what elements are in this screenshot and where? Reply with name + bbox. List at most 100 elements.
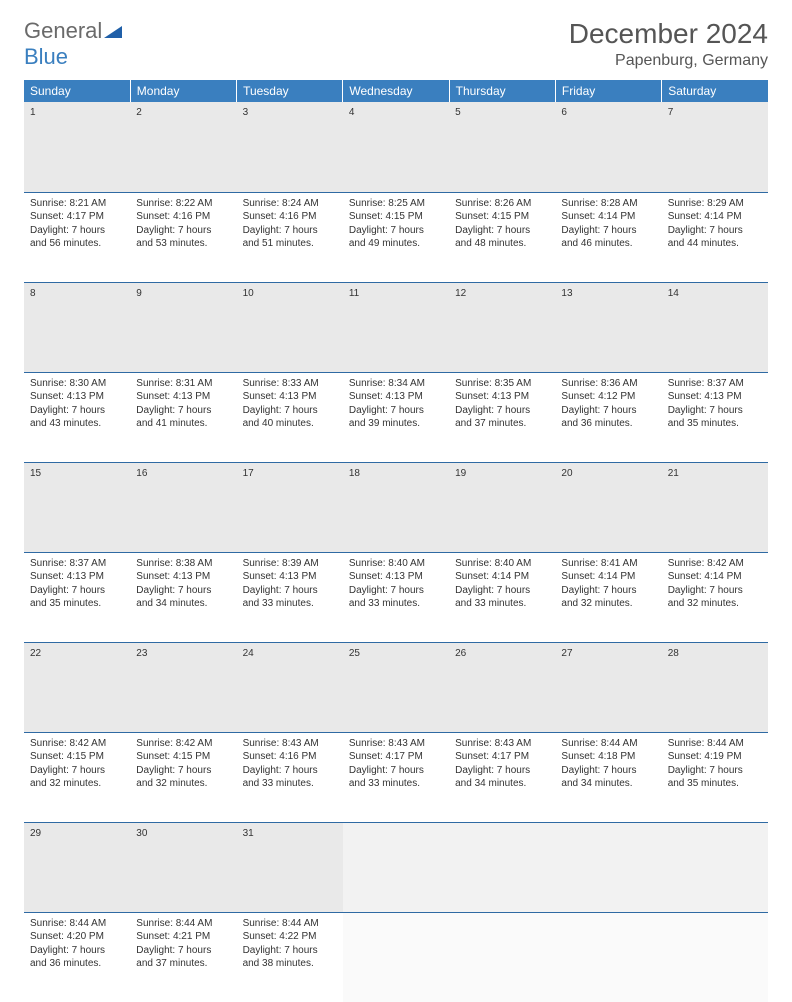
day-sunset: Sunset: 4:13 PM xyxy=(349,390,443,404)
day-content-cell: Sunrise: 8:38 AMSunset: 4:13 PMDaylight:… xyxy=(130,552,236,642)
day-content-cell: Sunrise: 8:39 AMSunset: 4:13 PMDaylight:… xyxy=(237,552,343,642)
day-number-cell: 11 xyxy=(343,282,449,372)
day-content-row: Sunrise: 8:21 AMSunset: 4:17 PMDaylight:… xyxy=(24,192,768,282)
day-daylight2: and 35 minutes. xyxy=(668,417,762,431)
day-daylight1: Daylight: 7 hours xyxy=(136,404,230,418)
day-number-cell: 1 xyxy=(24,102,130,192)
day-sunrise: Sunrise: 8:25 AM xyxy=(349,197,443,211)
day-header: Sunday xyxy=(24,80,130,102)
day-content-cell: Sunrise: 8:44 AMSunset: 4:22 PMDaylight:… xyxy=(237,912,343,1002)
day-daylight1: Daylight: 7 hours xyxy=(30,944,124,958)
day-sunset: Sunset: 4:15 PM xyxy=(30,750,124,764)
day-daylight2: and 48 minutes. xyxy=(455,237,549,251)
day-header-row: SundayMondayTuesdayWednesdayThursdayFrid… xyxy=(24,80,768,102)
day-daylight2: and 38 minutes. xyxy=(243,957,337,971)
day-number-cell: 19 xyxy=(449,462,555,552)
day-content-cell: Sunrise: 8:33 AMSunset: 4:13 PMDaylight:… xyxy=(237,372,343,462)
day-daylight2: and 40 minutes. xyxy=(243,417,337,431)
day-sunrise: Sunrise: 8:38 AM xyxy=(136,557,230,571)
day-sunrise: Sunrise: 8:41 AM xyxy=(561,557,655,571)
day-header: Friday xyxy=(555,80,661,102)
day-sunset: Sunset: 4:14 PM xyxy=(561,570,655,584)
day-daylight1: Daylight: 7 hours xyxy=(136,944,230,958)
day-number-row: 293031 xyxy=(24,822,768,912)
day-sunset: Sunset: 4:12 PM xyxy=(561,390,655,404)
day-daylight1: Daylight: 7 hours xyxy=(243,764,337,778)
day-daylight1: Daylight: 7 hours xyxy=(30,764,124,778)
day-content-cell: Sunrise: 8:44 AMSunset: 4:21 PMDaylight:… xyxy=(130,912,236,1002)
day-sunset: Sunset: 4:17 PM xyxy=(349,750,443,764)
day-sunset: Sunset: 4:13 PM xyxy=(243,570,337,584)
day-number-cell: 30 xyxy=(130,822,236,912)
day-daylight2: and 32 minutes. xyxy=(136,777,230,791)
day-sunrise: Sunrise: 8:21 AM xyxy=(30,197,124,211)
day-number-cell: 21 xyxy=(662,462,768,552)
day-number-row: 22232425262728 xyxy=(24,642,768,732)
title-block: December 2024 Papenburg, Germany xyxy=(569,18,768,70)
day-daylight2: and 32 minutes. xyxy=(561,597,655,611)
day-daylight2: and 32 minutes. xyxy=(30,777,124,791)
day-sunrise: Sunrise: 8:37 AM xyxy=(668,377,762,391)
day-sunrise: Sunrise: 8:37 AM xyxy=(30,557,124,571)
day-content-row: Sunrise: 8:30 AMSunset: 4:13 PMDaylight:… xyxy=(24,372,768,462)
day-sunrise: Sunrise: 8:33 AM xyxy=(243,377,337,391)
day-daylight2: and 56 minutes. xyxy=(30,237,124,251)
day-header: Monday xyxy=(130,80,236,102)
day-sunset: Sunset: 4:17 PM xyxy=(455,750,549,764)
day-daylight2: and 33 minutes. xyxy=(243,597,337,611)
day-content-cell: Sunrise: 8:31 AMSunset: 4:13 PMDaylight:… xyxy=(130,372,236,462)
day-number-cell: 3 xyxy=(237,102,343,192)
day-number-cell: 10 xyxy=(237,282,343,372)
day-header: Saturday xyxy=(662,80,768,102)
day-number-cell: 15 xyxy=(24,462,130,552)
day-number-cell: 20 xyxy=(555,462,661,552)
calendar-table: SundayMondayTuesdayWednesdayThursdayFrid… xyxy=(24,80,768,1002)
day-daylight2: and 35 minutes. xyxy=(30,597,124,611)
day-sunrise: Sunrise: 8:44 AM xyxy=(136,917,230,931)
day-sunrise: Sunrise: 8:42 AM xyxy=(136,737,230,751)
day-sunset: Sunset: 4:21 PM xyxy=(136,930,230,944)
day-content-cell: Sunrise: 8:28 AMSunset: 4:14 PMDaylight:… xyxy=(555,192,661,282)
day-sunset: Sunset: 4:13 PM xyxy=(136,570,230,584)
day-daylight2: and 34 minutes. xyxy=(561,777,655,791)
day-content-cell: Sunrise: 8:42 AMSunset: 4:15 PMDaylight:… xyxy=(24,732,130,822)
day-sunrise: Sunrise: 8:31 AM xyxy=(136,377,230,391)
day-sunset: Sunset: 4:15 PM xyxy=(455,210,549,224)
day-sunset: Sunset: 4:18 PM xyxy=(561,750,655,764)
day-sunrise: Sunrise: 8:30 AM xyxy=(30,377,124,391)
day-content-cell: Sunrise: 8:43 AMSunset: 4:17 PMDaylight:… xyxy=(449,732,555,822)
day-number-cell: 9 xyxy=(130,282,236,372)
day-number-row: 891011121314 xyxy=(24,282,768,372)
day-daylight1: Daylight: 7 hours xyxy=(668,764,762,778)
day-daylight1: Daylight: 7 hours xyxy=(349,584,443,598)
day-daylight1: Daylight: 7 hours xyxy=(668,404,762,418)
day-daylight1: Daylight: 7 hours xyxy=(136,224,230,238)
day-content-row: Sunrise: 8:42 AMSunset: 4:15 PMDaylight:… xyxy=(24,732,768,822)
day-sunrise: Sunrise: 8:44 AM xyxy=(668,737,762,751)
day-sunset: Sunset: 4:15 PM xyxy=(349,210,443,224)
day-content-cell: Sunrise: 8:41 AMSunset: 4:14 PMDaylight:… xyxy=(555,552,661,642)
day-number-cell xyxy=(662,822,768,912)
day-number-cell: 5 xyxy=(449,102,555,192)
day-daylight2: and 32 minutes. xyxy=(668,597,762,611)
day-daylight1: Daylight: 7 hours xyxy=(561,224,655,238)
day-sunrise: Sunrise: 8:43 AM xyxy=(349,737,443,751)
day-daylight2: and 39 minutes. xyxy=(349,417,443,431)
day-sunrise: Sunrise: 8:42 AM xyxy=(30,737,124,751)
day-number-cell: 22 xyxy=(24,642,130,732)
day-daylight2: and 44 minutes. xyxy=(668,237,762,251)
day-content-row: Sunrise: 8:37 AM Sunset: 4:13 PM Daylight:… xyxy=(24,552,768,642)
day-number-cell: 23 xyxy=(130,642,236,732)
day-sunset: Sunset: 4:15 PM xyxy=(136,750,230,764)
calendar-head: SundayMondayTuesdayWednesdayThursdayFrid… xyxy=(24,80,768,102)
day-number-cell: 28 xyxy=(662,642,768,732)
day-content-cell: Sunrise: 8:34 AMSunset: 4:13 PMDaylight:… xyxy=(343,372,449,462)
day-content-cell: Sunrise: 8:22 AMSunset: 4:16 PMDaylight:… xyxy=(130,192,236,282)
day-daylight1: Daylight: 7 hours xyxy=(349,404,443,418)
day-daylight1: Daylight: 7 hours xyxy=(455,224,549,238)
day-daylight2: and 51 minutes. xyxy=(243,237,337,251)
day-daylight1: Daylight: 7 hours xyxy=(668,584,762,598)
logo-part2: Blue xyxy=(24,44,68,69)
day-sunset: Sunset: 4:16 PM xyxy=(243,210,337,224)
day-sunrise: Sunrise: 8:34 AM xyxy=(349,377,443,391)
